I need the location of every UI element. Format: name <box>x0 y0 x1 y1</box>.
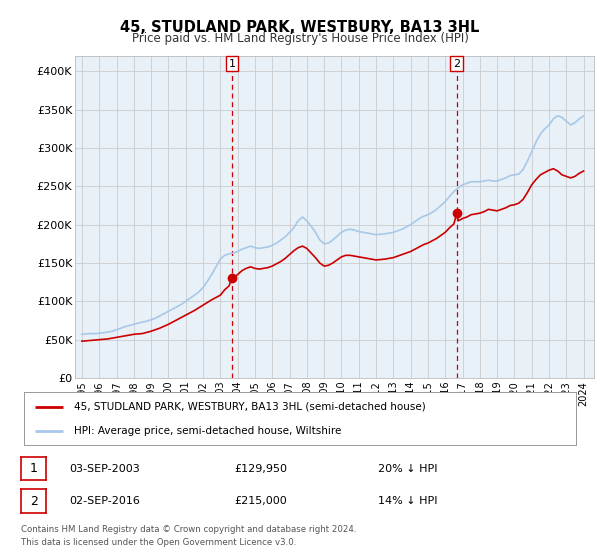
Text: 1: 1 <box>229 59 235 69</box>
Text: 14% ↓ HPI: 14% ↓ HPI <box>378 496 437 506</box>
Text: 2: 2 <box>29 494 38 508</box>
Text: £129,950: £129,950 <box>234 464 287 474</box>
Text: 45, STUDLAND PARK, WESTBURY, BA13 3HL: 45, STUDLAND PARK, WESTBURY, BA13 3HL <box>121 20 479 35</box>
Text: 1: 1 <box>29 462 38 475</box>
Text: 02-SEP-2016: 02-SEP-2016 <box>69 496 140 506</box>
Text: 03-SEP-2003: 03-SEP-2003 <box>69 464 140 474</box>
Text: 45, STUDLAND PARK, WESTBURY, BA13 3HL (semi-detached house): 45, STUDLAND PARK, WESTBURY, BA13 3HL (s… <box>74 402 425 412</box>
Text: This data is licensed under the Open Government Licence v3.0.: This data is licensed under the Open Gov… <box>21 538 296 547</box>
Text: 20% ↓ HPI: 20% ↓ HPI <box>378 464 437 474</box>
Text: £215,000: £215,000 <box>234 496 287 506</box>
Text: Contains HM Land Registry data © Crown copyright and database right 2024.: Contains HM Land Registry data © Crown c… <box>21 525 356 534</box>
Text: HPI: Average price, semi-detached house, Wiltshire: HPI: Average price, semi-detached house,… <box>74 426 341 436</box>
Text: 2: 2 <box>453 59 460 69</box>
Text: Price paid vs. HM Land Registry's House Price Index (HPI): Price paid vs. HM Land Registry's House … <box>131 32 469 45</box>
